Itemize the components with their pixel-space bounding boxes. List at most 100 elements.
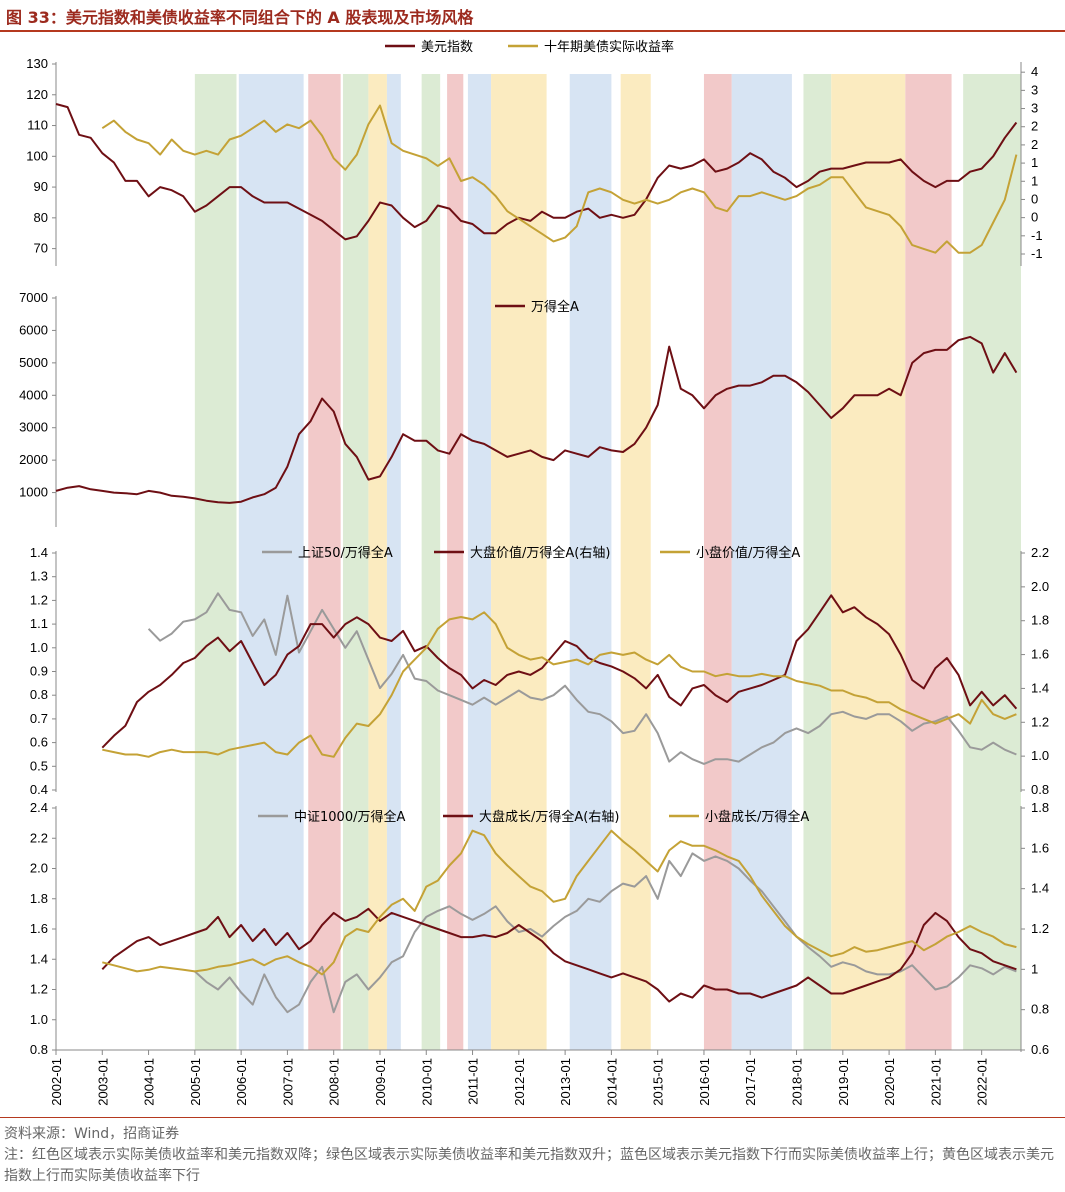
left-tick-label: 0.8: [30, 687, 48, 702]
right-tick-label: 1.0: [1031, 748, 1049, 763]
source-divider: [0, 1117, 1065, 1118]
legend-label: 上证50/万得全A: [298, 545, 393, 561]
left-tick-label: 2.4: [30, 800, 48, 815]
left-tick-label: 110: [27, 118, 48, 133]
x-tick-label: 2002-01: [49, 1058, 64, 1106]
left-tick-label: 1.3: [30, 569, 48, 584]
background-region: [368, 74, 387, 1050]
x-tick-label: 2012-01: [512, 1058, 527, 1106]
background-region: [703, 74, 732, 1050]
title-underline: [0, 30, 1065, 32]
left-tick-label: 1.2: [30, 982, 48, 997]
background-region: [620, 74, 651, 1050]
left-tick-label: 2.0: [30, 861, 48, 876]
left-tick-label: 7000: [19, 290, 48, 305]
right-tick-label: 1.8: [1031, 800, 1049, 815]
left-tick-label: 4000: [19, 387, 48, 402]
right-tick-label: 4: [1031, 64, 1038, 79]
background-region: [569, 74, 612, 1050]
background-region: [447, 74, 464, 1050]
right-tick-label: 1.2: [1031, 921, 1049, 936]
x-tick-label: 2016-01: [697, 1058, 712, 1106]
legend-label: 大盘价值/万得全A(右轴): [470, 545, 610, 561]
right-tick-label: 0: [1031, 210, 1038, 225]
chart-area: 70 80 90 100 110 120 130 -1 -1 0 0 1 1 2 2 3 3 4 美元指数 十年期美债…: [19, 39, 1049, 1106]
left-tick-label: 6000: [19, 322, 48, 337]
background-region: [308, 74, 341, 1050]
left-tick-label: 100: [26, 148, 48, 163]
right-tick-label: 2: [1031, 137, 1038, 152]
left-tick-label: 1.2: [30, 592, 48, 607]
right-tick-label: 1.2: [1031, 714, 1049, 729]
series-line-大盘价值/万得全A(右轴): [101, 594, 1018, 749]
x-tick-label: 2020-01: [882, 1058, 897, 1106]
right-tick-label: 1: [1031, 961, 1038, 976]
left-tick-label: 1.6: [30, 921, 48, 936]
left-tick-label: 1.0: [30, 640, 48, 655]
left-tick-label: 5000: [19, 355, 48, 370]
right-tick-label: -1: [1031, 228, 1043, 243]
legend-label: 万得全A: [531, 299, 579, 315]
legend-label: 小盘价值/万得全A: [696, 545, 800, 561]
background-region: [905, 74, 952, 1050]
right-tick-label: 1: [1031, 173, 1038, 188]
x-tick-label: 2005-01: [188, 1058, 203, 1106]
background-region: [342, 74, 369, 1050]
x-tick-label: 2009-01: [373, 1058, 388, 1106]
right-tick-label: 1: [1031, 155, 1038, 170]
background-region: [467, 74, 492, 1050]
left-tick-label: 1.4: [30, 951, 48, 966]
left-tick-label: 90: [34, 179, 48, 194]
left-tick-label: 1.4: [30, 545, 48, 560]
footnote: 注：红色区域表示实际美债收益率和美元指数双降；绿色区域表示实际美债收益率和美元指…: [4, 1147, 1054, 1184]
x-tick-label: 2006-01: [234, 1058, 249, 1106]
left-tick-label: 70: [34, 241, 48, 256]
right-tick-label: 1.4: [1031, 881, 1049, 896]
left-tick-label: 1.8: [30, 891, 48, 906]
right-tick-label: 0: [1031, 191, 1038, 206]
series-line-大盘成长/万得全A(右轴): [101, 907, 1017, 1003]
background-region: [386, 74, 401, 1050]
background-region: [491, 74, 547, 1050]
series-line-上证50/万得全A: [147, 592, 1017, 765]
right-tick-label: 3: [1031, 82, 1038, 97]
background-region: [731, 74, 792, 1050]
left-tick-label: 3000: [19, 420, 48, 435]
left-tick-label: 0.4: [30, 782, 48, 797]
x-tick-label: 2017-01: [743, 1058, 758, 1106]
x-tick-label: 2022-01: [975, 1058, 990, 1106]
left-tick-label: 120: [26, 87, 48, 102]
series-line-小盘成长/万得全A: [102, 829, 1017, 976]
right-tick-label: 2.2: [1031, 545, 1049, 560]
x-tick-label: 2004-01: [142, 1058, 157, 1106]
x-tick-label: 2019-01: [836, 1058, 851, 1106]
left-tick-label: 80: [34, 210, 48, 225]
right-tick-label: 0.8: [1031, 782, 1049, 797]
left-tick-label: 1.0: [30, 1012, 48, 1027]
left-tick-label: 0.9: [30, 664, 48, 679]
series-line-万得全A: [55, 335, 1018, 504]
right-tick-label: -1: [1031, 246, 1043, 261]
background-region: [238, 74, 304, 1050]
x-tick-label: 2015-01: [651, 1058, 666, 1106]
x-tick-label: 2010-01: [419, 1058, 434, 1106]
left-tick-label: 0.6: [30, 735, 48, 750]
series-line-美元指数: [55, 103, 1018, 241]
legend-label: 小盘成长/万得全A: [705, 809, 809, 825]
x-tick-label: 2011-01: [466, 1058, 481, 1105]
background-region: [803, 74, 832, 1050]
legend-label: 大盘成长/万得全A(右轴): [479, 809, 619, 825]
series-line-小盘价值/万得全A: [102, 611, 1017, 758]
left-tick-label: 0.7: [30, 711, 48, 726]
right-tick-label: 3: [1031, 101, 1038, 116]
series-line-十年期美债实际收益率: [101, 104, 1018, 254]
source-note: 资料来源：Wind，招商证券: [4, 1126, 180, 1142]
x-tick-label: 2007-01: [280, 1058, 295, 1106]
x-tick-label: 2008-01: [327, 1058, 342, 1106]
x-tick-label: 2013-01: [558, 1058, 573, 1106]
left-tick-label: 0.5: [30, 758, 48, 773]
legend-label: 十年期美债实际收益率: [544, 39, 674, 55]
left-tick-label: 0.8: [30, 1042, 48, 1057]
background-region: [963, 74, 1021, 1050]
right-tick-label: 1.6: [1031, 647, 1049, 662]
